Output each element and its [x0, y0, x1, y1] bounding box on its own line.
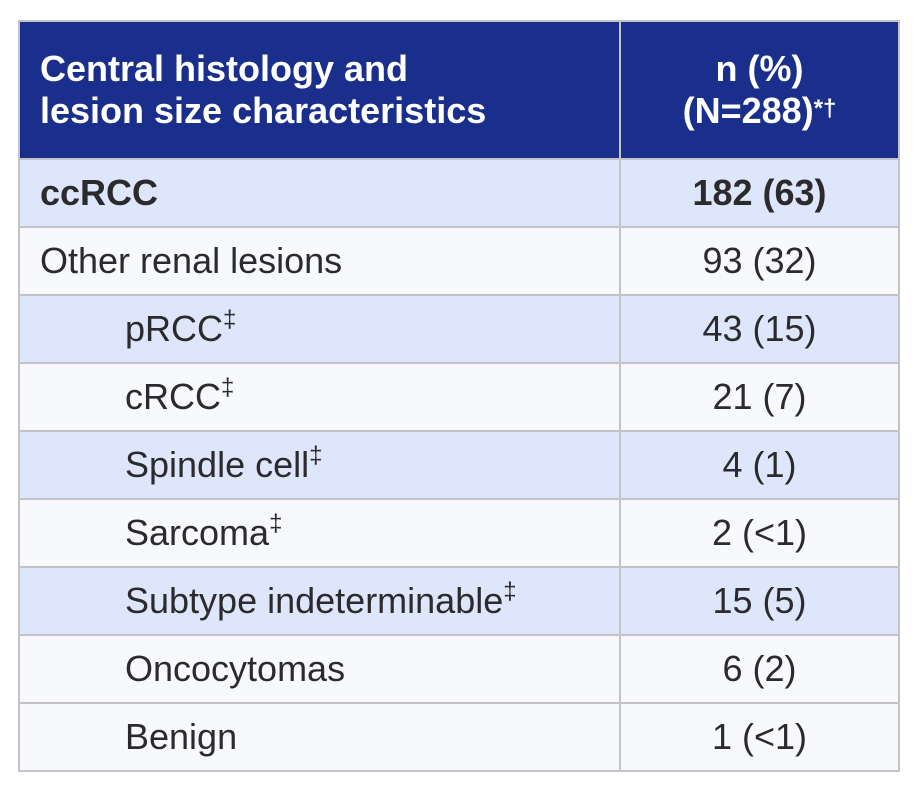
- row-label-text: Subtype indeterminable: [125, 580, 504, 621]
- row-value: 43 (15): [619, 294, 900, 364]
- row-label: Other renal lesions: [18, 226, 621, 296]
- row-label: Sarcoma‡: [18, 498, 621, 568]
- row-value: 2 (<1): [619, 498, 900, 568]
- histology-table: Central histology and lesion size charact…: [18, 20, 900, 772]
- table-row: cRCC‡ 21 (7): [18, 362, 900, 432]
- header-count: n (%) (N=288)*†: [619, 20, 900, 160]
- row-value: 21 (7): [619, 362, 900, 432]
- header-characteristics: Central histology and lesion size charact…: [18, 20, 621, 160]
- row-value: 93 (32): [619, 226, 900, 296]
- table-row: Oncocytomas 6 (2): [18, 634, 900, 704]
- header-characteristics-line1: Central histology and: [40, 48, 409, 89]
- row-label-text: Oncocytomas: [125, 648, 346, 689]
- row-label-text: Benign: [125, 716, 238, 757]
- header-count-line2: (N=288): [682, 90, 814, 131]
- row-label: Benign: [18, 702, 621, 772]
- table-row: Benign 1 (<1): [18, 702, 900, 772]
- row-label: Subtype indeterminable‡: [18, 566, 621, 636]
- table-row: Spindle cell‡ 4 (1): [18, 430, 900, 500]
- row-value: 4 (1): [619, 430, 900, 500]
- row-label-text: ccRCC: [40, 172, 159, 213]
- table-row: Other renal lesions 93 (32): [18, 226, 900, 296]
- table-row: ccRCC 182 (63): [18, 158, 900, 228]
- footnote-mark: ‡: [309, 442, 323, 469]
- footnote-mark: ‡: [221, 374, 235, 401]
- row-label: ccRCC: [18, 158, 621, 228]
- row-value: 1 (<1): [619, 702, 900, 772]
- table-header-row: Central histology and lesion size charact…: [18, 20, 900, 160]
- table-row: Sarcoma‡ 2 (<1): [18, 498, 900, 568]
- row-label-text: Spindle cell: [125, 444, 310, 485]
- row-value: 15 (5): [619, 566, 900, 636]
- row-value: 6 (2): [619, 634, 900, 704]
- row-label-text: Sarcoma: [125, 512, 270, 553]
- header-count-footnote-mark: *†: [813, 95, 837, 122]
- table-row: pRCC‡ 43 (15): [18, 294, 900, 364]
- footnote-mark: ‡: [503, 578, 517, 605]
- row-label-text: pRCC: [125, 308, 224, 349]
- row-label-text: Other renal lesions: [40, 240, 343, 281]
- header-characteristics-line2: lesion size characteristics: [40, 90, 487, 131]
- row-label-text: cRCC: [125, 376, 221, 417]
- histology-table-container: Central histology and lesion size charact…: [18, 20, 900, 772]
- row-value: 182 (63): [619, 158, 900, 228]
- row-label: cRCC‡: [18, 362, 621, 432]
- row-label: Oncocytomas: [18, 634, 621, 704]
- footnote-mark: ‡: [223, 306, 237, 333]
- header-count-line1: n (%): [715, 48, 804, 89]
- table-row: Subtype indeterminable‡ 15 (5): [18, 566, 900, 636]
- footnote-mark: ‡: [269, 510, 283, 537]
- row-label: pRCC‡: [18, 294, 621, 364]
- row-label: Spindle cell‡: [18, 430, 621, 500]
